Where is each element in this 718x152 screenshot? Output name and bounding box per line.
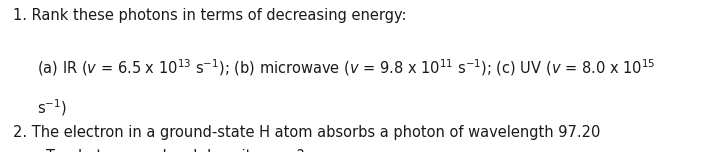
Text: 1. Rank these photons in terms of decreasing energy:: 1. Rank these photons in terms of decrea… (13, 8, 406, 23)
Text: 2. The electron in a ground-state H atom absorbs a photon of wavelength 97.20: 2. The electron in a ground-state H atom… (13, 125, 600, 140)
Text: s$^{-1}$): s$^{-1}$) (37, 97, 67, 118)
Text: nm. To what energy level does it move?: nm. To what energy level does it move? (13, 149, 304, 152)
Text: (a) IR ($v$ = 6.5 x 10$^{13}$ s$^{-1}$); (b) microwave ($v$ = 9.8 x 10$^{11}$ s$: (a) IR ($v$ = 6.5 x 10$^{13}$ s$^{-1}$);… (37, 58, 656, 78)
